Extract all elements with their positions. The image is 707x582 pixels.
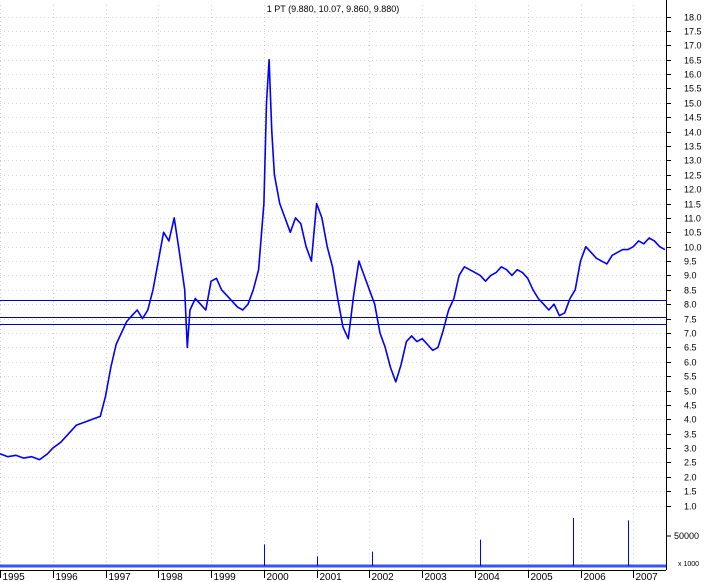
y-tick-label: 16.5 — [684, 56, 702, 66]
x-tick-label: 2007 — [636, 572, 659, 582]
y-tick-label: 10.5 — [684, 228, 702, 238]
y-tick-label: 3.0 — [684, 444, 697, 454]
y-tick-label: 13.5 — [684, 142, 702, 152]
y-tick-label: 8.5 — [684, 286, 697, 296]
y-tick-label: 11.5 — [684, 200, 701, 210]
y-tick-label: 16.0 — [684, 70, 702, 80]
x-tick-label: 2006 — [584, 572, 607, 582]
price-series-layer — [0, 58, 666, 461]
x-tick-label: 2001 — [320, 572, 343, 582]
y-tick-label: 12.5 — [684, 171, 702, 181]
x-tick-label: 1998 — [161, 572, 184, 582]
y-tick-label: 4.0 — [684, 415, 697, 425]
y-tick-label: 13.0 — [684, 156, 702, 166]
y-tick-label: 5.0 — [684, 387, 697, 397]
y-tick-label: 2.0 — [684, 473, 697, 483]
price-line — [0, 58, 666, 461]
y-tick-label: 2.5 — [684, 458, 697, 468]
y-tick-label: 5.5 — [684, 372, 697, 382]
y-tick-label: 3.5 — [684, 430, 697, 440]
chart-title: 1 PT (9.880, 10.07, 9.860, 9.880) — [267, 4, 399, 14]
y-tick-label: 17.0 — [684, 41, 702, 51]
y-tick-label: 4.5 — [684, 401, 697, 411]
x-tick-label: 1995 — [3, 572, 26, 582]
x-tick-label: 2005 — [531, 572, 554, 582]
y-tick-label: 1.5 — [684, 487, 697, 497]
y-tick-label: 14.0 — [684, 128, 702, 138]
y-tick-label: 15.0 — [684, 99, 702, 109]
y-tick-label: 1.0 — [684, 502, 697, 512]
x-tick-label: 2003 — [425, 572, 448, 582]
horizontal-lines-layer — [0, 300, 666, 325]
x-tick-label: 2000 — [267, 572, 290, 582]
y-tick-label: 9.0 — [684, 271, 697, 281]
y-tick-label: 10.0 — [684, 243, 702, 253]
y-tick-label: 6.0 — [684, 358, 697, 368]
y-tick-label: 15.5 — [684, 84, 702, 94]
x-tick-label: 1997 — [109, 572, 132, 582]
x-tick-label: 2002 — [372, 572, 395, 582]
y-tick-label: 7.5 — [684, 315, 697, 325]
x-tick-label: 1999 — [214, 572, 237, 582]
y-tick-label: 14.5 — [684, 113, 702, 123]
y-tick-label: 7.0 — [684, 329, 697, 339]
y-tick-label: 12.0 — [684, 185, 702, 195]
x-tick-label: 2004 — [478, 572, 501, 582]
y-tick-label: 18.0 — [684, 13, 702, 23]
volume-unit-label: x 1000 — [678, 561, 699, 568]
x-tick-label: 1996 — [56, 572, 79, 582]
y-tick-label: 8.0 — [684, 300, 697, 310]
y-tick-label: 9.5 — [684, 257, 697, 267]
volume-layer — [0, 518, 666, 568]
y-tick-label: 11.0 — [684, 214, 701, 224]
y-tick-label: 17.5 — [684, 27, 702, 37]
y-tick-label: 6.5 — [684, 343, 697, 353]
volume-tick-label: 50000 — [674, 531, 699, 541]
grid-layer — [0, 5, 666, 570]
